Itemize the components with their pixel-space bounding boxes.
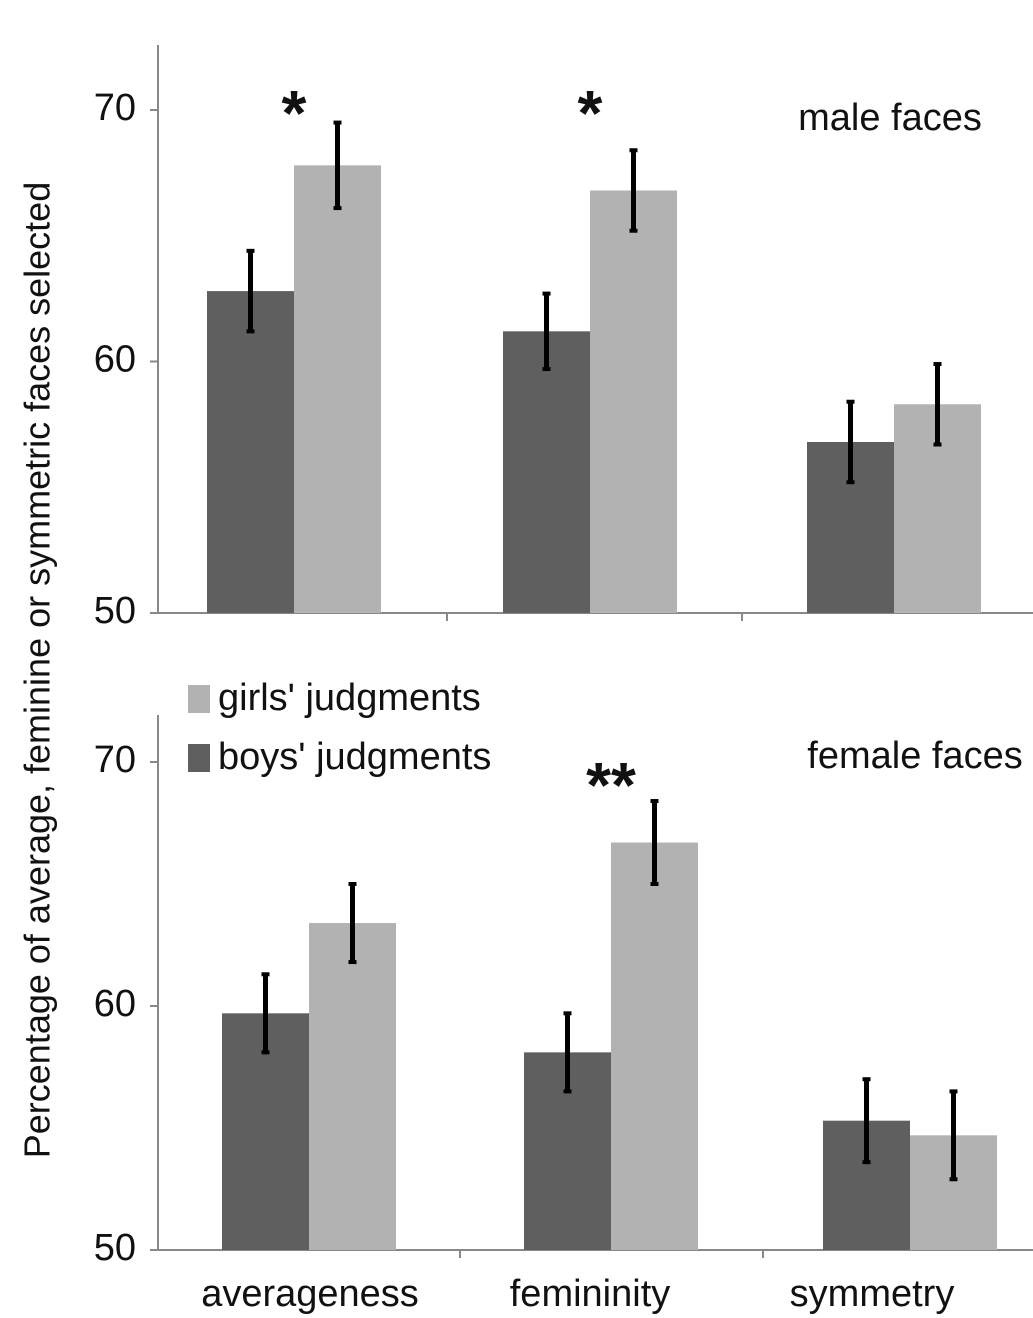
y-tick-label: 50 [94, 590, 136, 632]
y-tick-label: 60 [94, 983, 136, 1025]
legend-label-boys: boys' judgments [218, 736, 491, 778]
legend: girls' judgments boys' judgments [188, 677, 491, 778]
bar-boys-averageness [207, 291, 294, 613]
y-tick-label: 70 [94, 739, 136, 781]
bar-girls-averageness [294, 165, 381, 613]
legend-label-girls: girls' judgments [218, 677, 481, 719]
x-category-label: femininity [510, 1273, 671, 1315]
y-axis-label: Percentage of average, feminine or symme… [17, 182, 58, 1158]
bar-girls-femininity [590, 190, 677, 614]
male-faces-panel: 50 60 70 * * male faces [94, 45, 1033, 632]
panel-label: female faces [807, 735, 1022, 777]
legend-swatch-girls [188, 685, 210, 713]
bar-girls-averageness [309, 923, 396, 1250]
significance-marker: ** [586, 749, 636, 821]
significance-marker: * [282, 77, 307, 149]
y-tick-label: 70 [94, 87, 136, 129]
significance-marker: * [578, 77, 603, 149]
x-category-label: symmetry [790, 1273, 955, 1315]
legend-swatch-boys [188, 744, 210, 772]
y-tick-label: 50 [94, 1227, 136, 1269]
female-faces-panel: 50 60 70 averageness ** femininity symmetry fem… [94, 715, 1033, 1315]
bar-boys-femininity [503, 331, 590, 613]
bar-girls-femininity [611, 842, 698, 1250]
x-category-label: averageness [201, 1273, 419, 1315]
panel-label: male faces [798, 97, 982, 139]
y-tick-label: 60 [94, 339, 136, 381]
